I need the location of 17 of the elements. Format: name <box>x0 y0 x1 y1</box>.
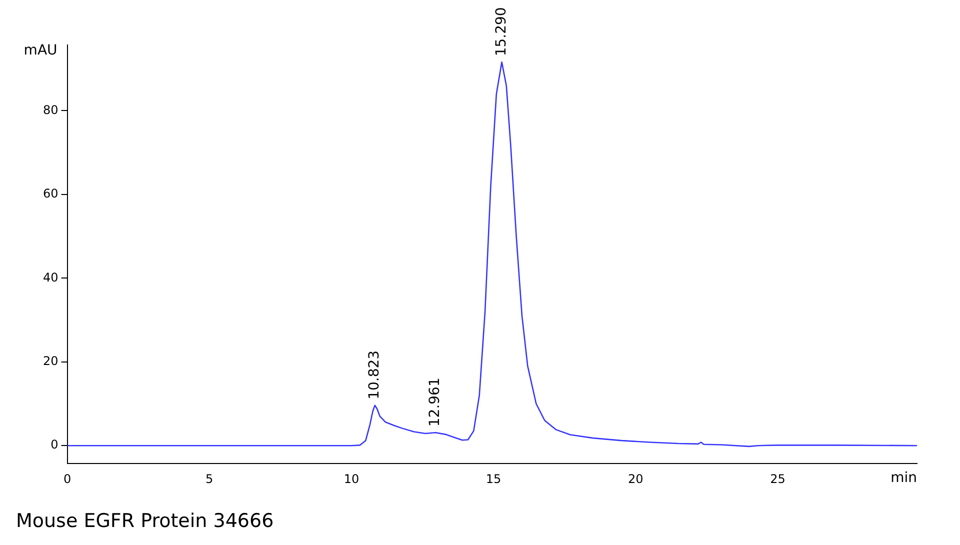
text: Mouse EGFR Protein 34666 <box>16 510 274 532</box>
x-tick-label: 20 <box>628 472 644 486</box>
annotation: 12.961 <box>427 378 444 427</box>
annotation: 15.290 <box>493 7 510 56</box>
x-tick-label: 25 <box>770 472 786 486</box>
x-tick-label: 15 <box>486 472 502 486</box>
x-tick-label: 10 <box>344 472 360 486</box>
annotation: 10.823 <box>366 350 382 400</box>
y-tick-label: 20 <box>42 354 58 368</box>
x-tick-label: 0 <box>63 472 72 486</box>
y-tick-label: 0 <box>50 438 58 452</box>
x-tick-label: 5 <box>206 472 214 486</box>
x-axis-title: min <box>890 470 917 486</box>
y-tick-label: 80 <box>42 102 58 117</box>
y-tick-label: 60 <box>42 186 58 201</box>
y-tick-label: 40 <box>42 270 58 284</box>
y-axis-title: mAU <box>24 42 58 59</box>
